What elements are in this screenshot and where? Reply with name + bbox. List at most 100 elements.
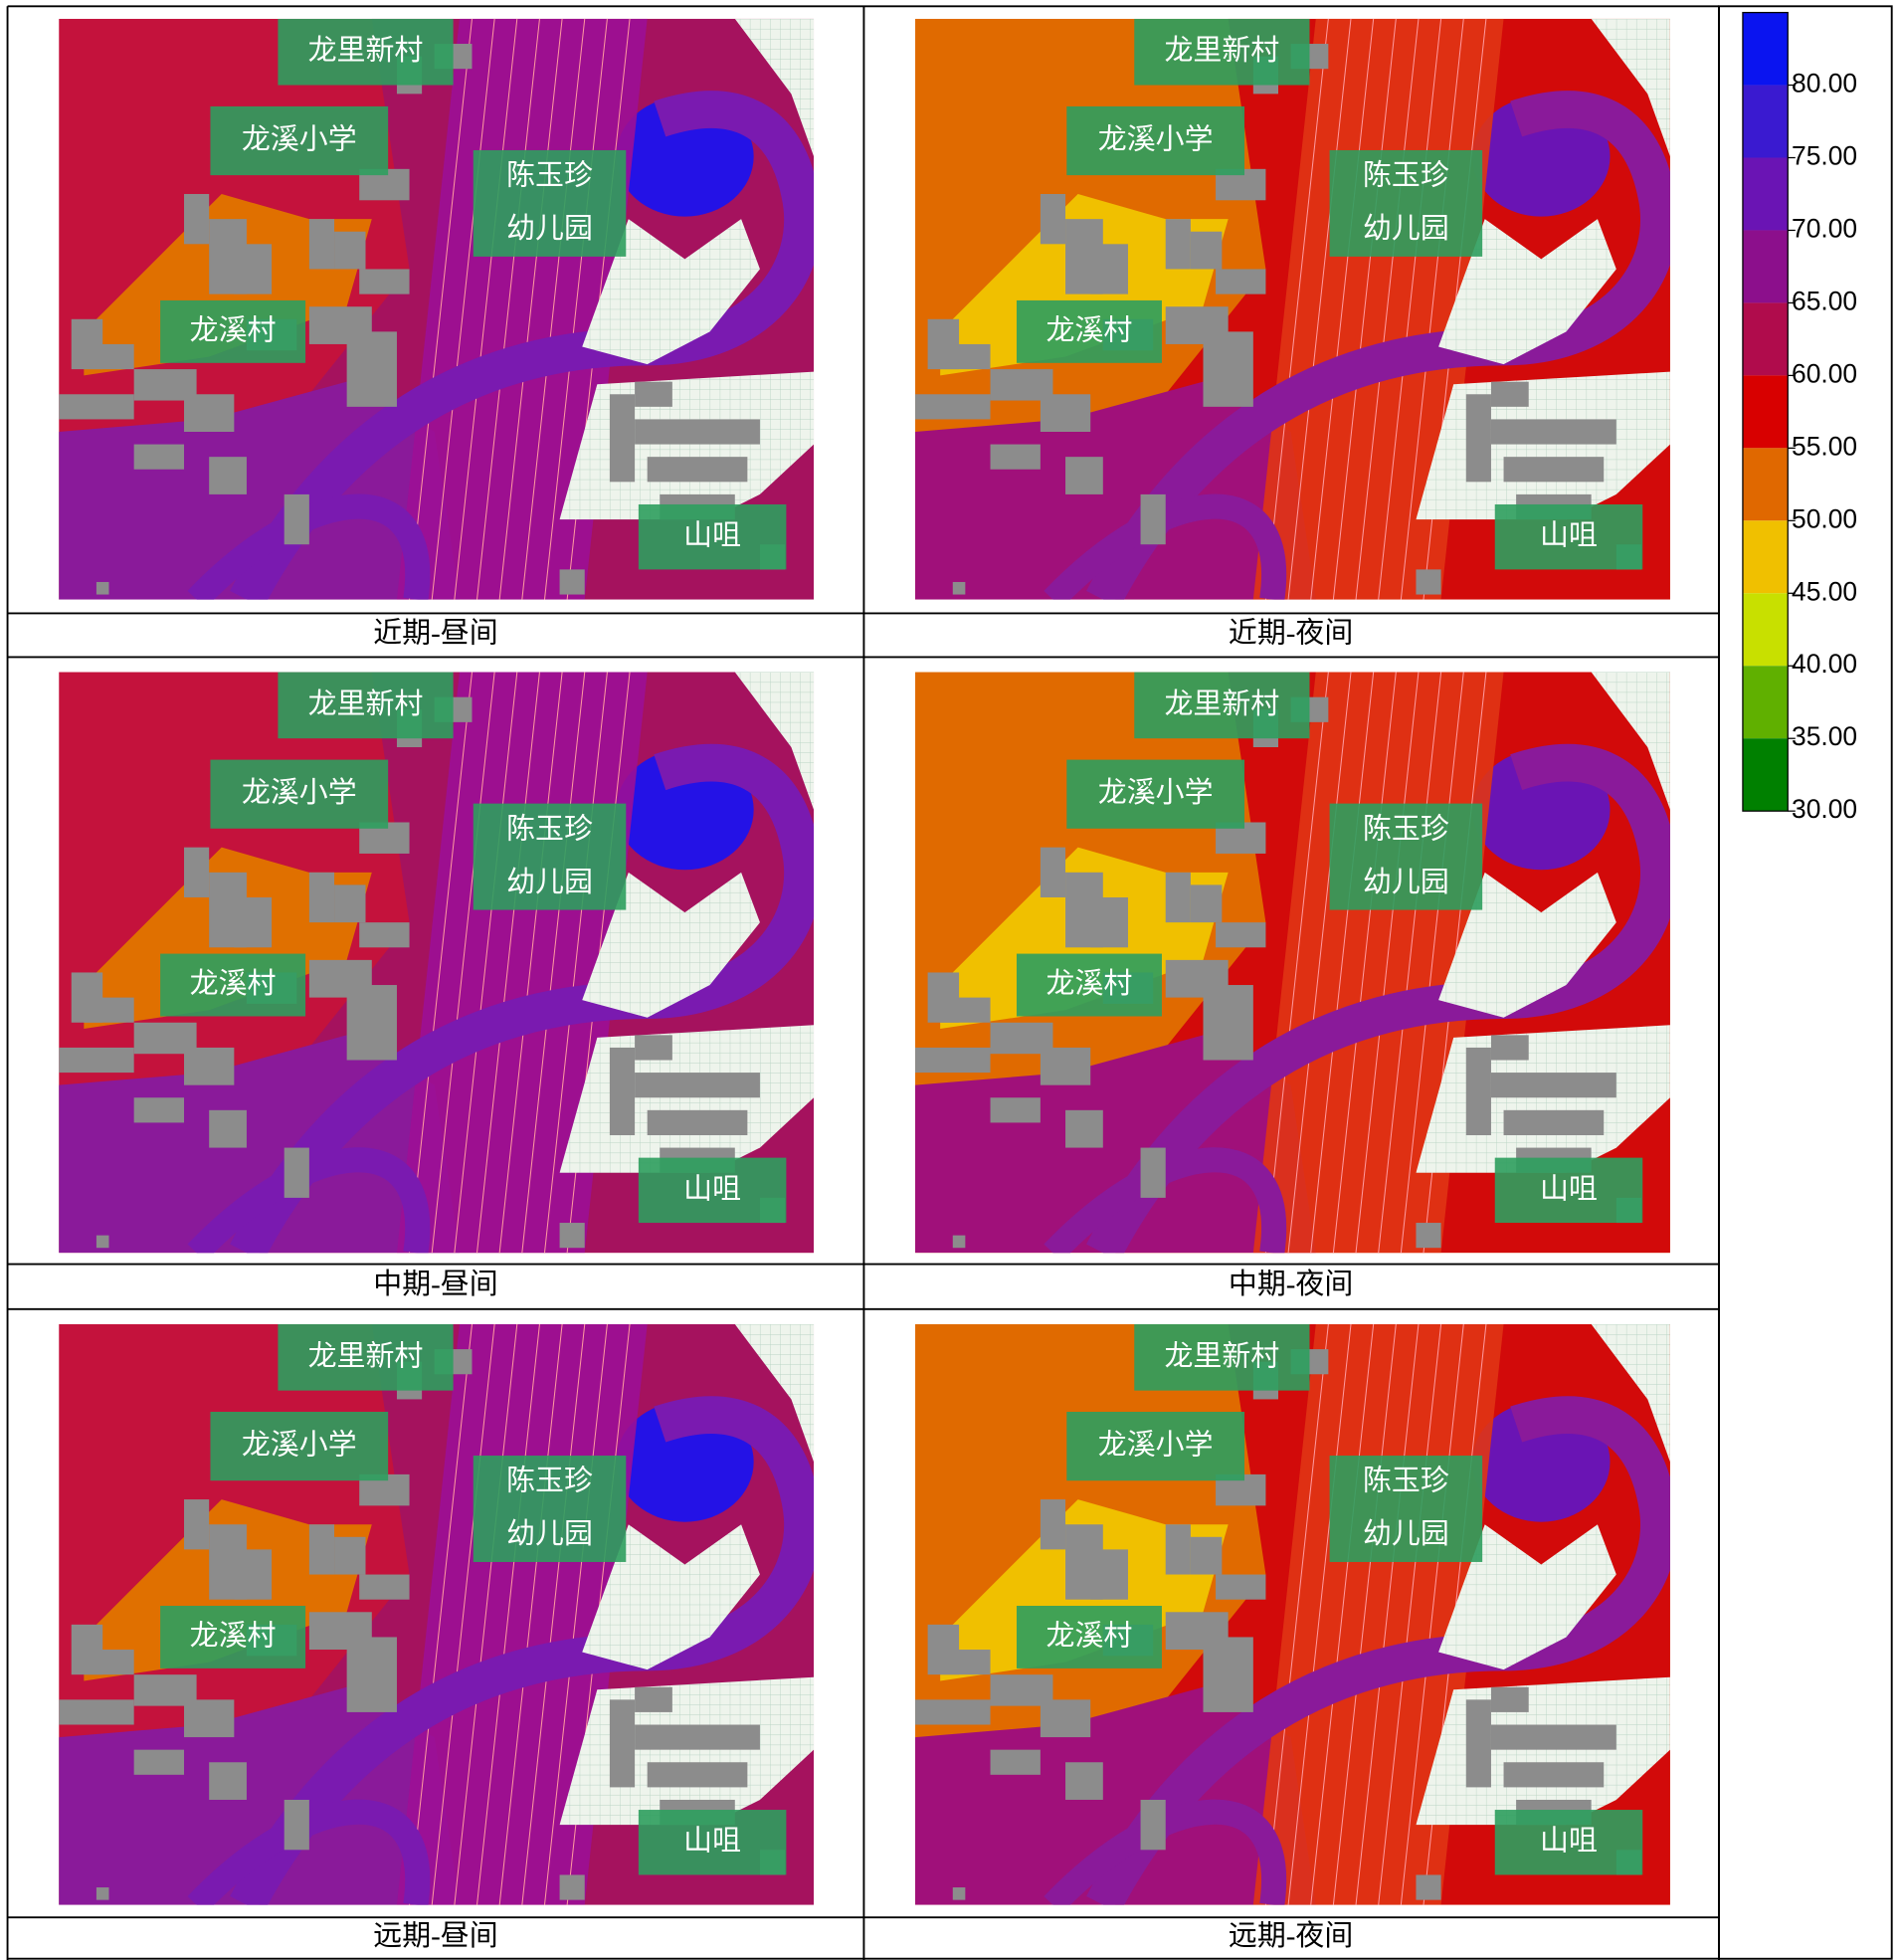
road-line (1378, 18, 1442, 600)
road-line (1400, 672, 1464, 1254)
building (133, 1749, 185, 1775)
open-area (1591, 1323, 1670, 1463)
legend-label: 75.00 (1792, 140, 1857, 170)
road-line (476, 1323, 540, 1905)
building (1216, 1574, 1266, 1600)
ramp (187, 493, 431, 600)
legend-swatch (1742, 593, 1789, 667)
place-label-box (160, 953, 306, 1017)
building (635, 1686, 672, 1712)
building (359, 269, 410, 294)
place-label-box (210, 1412, 389, 1481)
road-line (409, 18, 473, 600)
road-line (409, 672, 473, 1254)
building (1503, 1762, 1605, 1788)
place-label-box (1066, 759, 1245, 829)
road-line (1355, 1323, 1420, 1905)
road-line (454, 18, 518, 600)
place-label: 龙溪村 (1046, 312, 1133, 346)
place-label-box (1066, 105, 1245, 176)
place-label: 幼儿园 (506, 1516, 593, 1550)
panel-caption: 近期-昼间 (373, 618, 497, 650)
legend-label: 55.00 (1792, 431, 1857, 461)
legend-swatch (1742, 738, 1789, 812)
place-label-box (1016, 1605, 1162, 1668)
place-label-box (473, 803, 627, 910)
road-line (1400, 18, 1464, 600)
building (1090, 896, 1128, 948)
building (95, 1235, 109, 1249)
building (1040, 847, 1066, 897)
building (1065, 1762, 1103, 1800)
building (915, 1047, 991, 1074)
building (234, 244, 273, 294)
road-line (454, 1323, 518, 1905)
place-label-box (1134, 672, 1310, 739)
ramp (1086, 1396, 1670, 1905)
legend-swatch (1742, 302, 1789, 376)
road-line (476, 18, 540, 600)
building (209, 1109, 247, 1148)
place-label: 龙里新村 (308, 33, 424, 67)
place-label: 幼儿园 (506, 865, 593, 898)
building (284, 1799, 309, 1851)
open-area (582, 872, 760, 1018)
place-label: 龙里新村 (308, 686, 424, 720)
building (184, 394, 235, 433)
place-label: 龙溪村 (190, 966, 277, 1000)
legend-label: 65.00 (1792, 286, 1857, 315)
legend-label: 60.00 (1792, 358, 1857, 388)
place-label: 山咀 (683, 1824, 741, 1858)
building (1140, 1147, 1166, 1198)
road-line (498, 18, 563, 600)
building (609, 394, 636, 483)
road-line (521, 672, 586, 1254)
building (915, 1699, 991, 1725)
building (1490, 1686, 1529, 1712)
place-label-box (1134, 18, 1310, 86)
place-label-box (473, 149, 627, 257)
building (1040, 1047, 1091, 1085)
building (1203, 1637, 1253, 1712)
road-line (1310, 672, 1375, 1254)
road-line (1264, 1323, 1329, 1905)
building (1203, 985, 1253, 1061)
ramp (187, 1799, 431, 1905)
place-label-box (1016, 953, 1162, 1017)
legend-swatch (1742, 85, 1789, 158)
place-label-box (210, 105, 389, 176)
building (1165, 1524, 1191, 1575)
place-label: 陈玉珍 (1363, 811, 1449, 845)
ramp (1086, 91, 1670, 600)
place-label-box (1494, 1810, 1643, 1875)
road-line (1378, 1323, 1442, 1905)
building (1465, 1699, 1491, 1788)
building (1465, 394, 1491, 483)
place-label: 龙溪小学 (1098, 122, 1214, 156)
place-label-box (160, 1605, 306, 1668)
road-line (476, 672, 540, 1254)
building (1216, 269, 1266, 294)
building (1416, 1223, 1441, 1249)
place-label: 龙溪村 (190, 312, 277, 346)
building (95, 1887, 109, 1900)
place-label-box (638, 1810, 787, 1875)
building (990, 1749, 1041, 1775)
road-line (543, 672, 608, 1254)
place-label: 陈玉珍 (506, 811, 593, 845)
road-line (431, 18, 495, 600)
place-label-box (1066, 1412, 1245, 1481)
building (1040, 394, 1091, 433)
building (308, 872, 335, 923)
building (1190, 1536, 1223, 1575)
building (334, 884, 366, 923)
open-area (582, 1524, 760, 1670)
building (1490, 381, 1529, 407)
place-label: 龙里新村 (1164, 686, 1279, 720)
place-label-box (1016, 299, 1162, 363)
legend-label: 80.00 (1792, 69, 1857, 98)
building (1216, 922, 1266, 948)
place-label: 龙溪小学 (242, 775, 357, 809)
